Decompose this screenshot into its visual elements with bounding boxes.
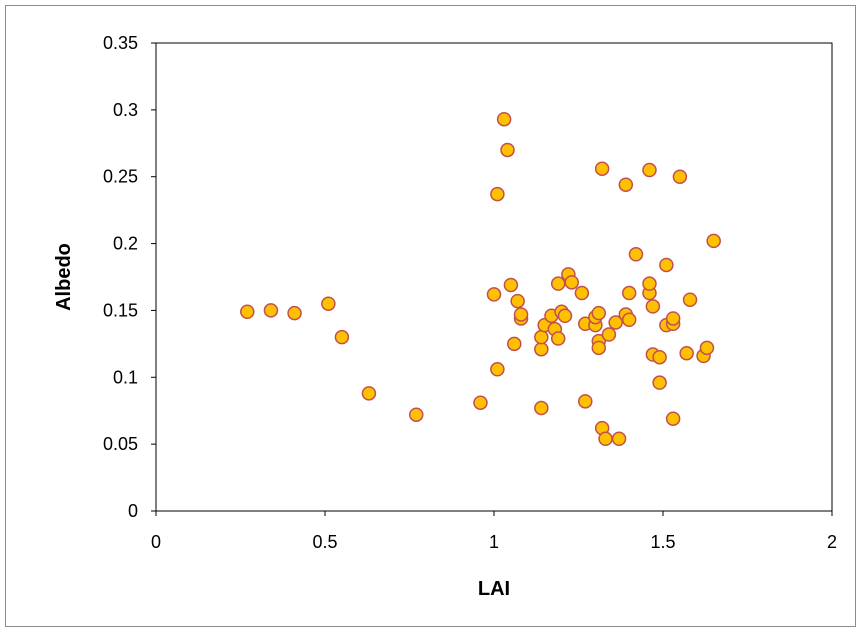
data-point — [550, 331, 566, 346]
y-tick-label: 0.15 — [103, 300, 138, 320]
data-point — [500, 142, 515, 158]
y-axis-title: Albedo — [53, 243, 75, 311]
x-axis-title: LAI — [478, 578, 510, 600]
y-tick-label: 0 — [128, 501, 138, 521]
y-tick-label: 0.3 — [113, 100, 138, 120]
data-point — [240, 304, 255, 320]
data-point — [557, 308, 573, 324]
data-point — [682, 292, 698, 307]
data-point — [665, 411, 681, 426]
data-point — [534, 341, 549, 357]
data-point — [672, 169, 688, 184]
data-point — [550, 276, 566, 291]
data-point — [534, 400, 549, 416]
data-point — [510, 293, 525, 309]
y-tick-label: 0.05 — [103, 434, 138, 454]
y-tick-label: 0.35 — [103, 33, 138, 53]
data-point — [679, 345, 694, 361]
data-points — [240, 111, 721, 447]
x-axis-ticks: 0 0.5 1 1.5 2 — [151, 511, 837, 552]
data-point — [574, 285, 590, 301]
data-point — [642, 276, 657, 291]
x-tick-label: 2 — [827, 532, 837, 552]
data-point — [598, 431, 613, 447]
data-point — [490, 186, 505, 202]
data-point — [645, 299, 661, 314]
data-point — [496, 111, 512, 127]
data-point — [621, 312, 637, 328]
data-point — [699, 340, 715, 356]
data-point — [334, 329, 350, 345]
data-point — [611, 431, 627, 447]
data-point — [665, 311, 681, 326]
data-point — [706, 233, 721, 249]
x-tick-label: 1 — [489, 532, 499, 552]
data-point — [618, 177, 634, 192]
data-point — [621, 285, 637, 301]
data-point — [486, 287, 502, 302]
data-point — [642, 162, 657, 178]
data-point — [503, 277, 519, 293]
data-point — [652, 375, 667, 390]
data-point — [513, 307, 529, 322]
data-point — [608, 315, 623, 330]
data-point — [321, 296, 336, 311]
data-point — [507, 336, 522, 352]
y-tick-label: 0.2 — [113, 234, 138, 254]
x-tick-label: 0.5 — [312, 532, 337, 552]
y-axis-ticks: 0 0.05 0.1 0.15 0.2 0.25 0.3 0.35 — [103, 33, 156, 521]
data-point — [534, 329, 549, 345]
data-point — [628, 247, 644, 262]
data-point — [361, 386, 377, 401]
data-point — [578, 394, 593, 409]
data-point — [659, 257, 674, 273]
y-tick-label: 0.1 — [113, 367, 138, 387]
data-point — [652, 349, 667, 365]
data-point — [263, 303, 279, 318]
x-tick-label: 0 — [151, 532, 161, 552]
plot-area — [155, 42, 833, 512]
data-point — [591, 305, 607, 321]
data-point — [287, 305, 302, 321]
data-point — [490, 362, 505, 377]
data-point — [601, 327, 617, 342]
data-point — [564, 275, 579, 290]
x-tick-label: 1.5 — [650, 532, 675, 552]
data-point — [473, 395, 488, 410]
data-point — [409, 407, 424, 422]
data-point — [591, 340, 607, 356]
data-point — [594, 161, 610, 176]
y-tick-label: 0.25 — [103, 167, 138, 187]
